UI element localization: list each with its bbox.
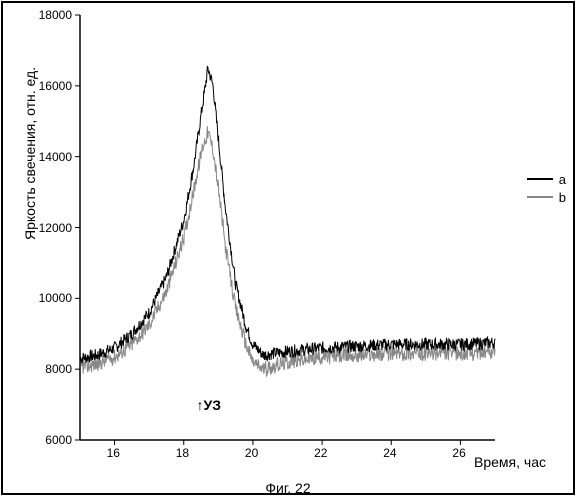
legend-label-a: a xyxy=(559,172,566,187)
legend-item-b: b xyxy=(527,188,566,206)
legend-swatch-a xyxy=(527,178,553,180)
plot-svg xyxy=(0,0,576,500)
annotation-arrow: ↑ xyxy=(197,397,204,413)
xtick-label: 24 xyxy=(383,446,396,460)
ytick-label: 16000 xyxy=(39,79,72,93)
annotation-uz: ↑УЗ xyxy=(197,397,221,413)
xtick-label: 16 xyxy=(107,446,120,460)
ytick-label: 18000 xyxy=(39,8,72,22)
figure: Яркость свечения, отн. ед. Время, час Фи… xyxy=(0,0,576,500)
ytick-label: 10000 xyxy=(39,291,72,305)
ytick-label: 14000 xyxy=(39,150,72,164)
legend-item-a: a xyxy=(527,170,566,188)
annotation-label: УЗ xyxy=(204,397,221,413)
xtick-label: 26 xyxy=(452,446,465,460)
figure-caption: Фиг. 22 xyxy=(265,480,310,496)
y-axis-label: Яркость свечения, отн. ед. xyxy=(22,67,38,240)
ytick-label: 8000 xyxy=(45,362,72,376)
x-axis-label: Время, час xyxy=(474,454,546,470)
legend-label-b: b xyxy=(559,190,566,205)
legend-swatch-b xyxy=(527,196,553,198)
ytick-label: 6000 xyxy=(45,433,72,447)
xtick-label: 22 xyxy=(314,446,327,460)
xtick-label: 18 xyxy=(176,446,189,460)
xtick-label: 20 xyxy=(245,446,258,460)
ytick-label: 12000 xyxy=(39,221,72,235)
legend: a b xyxy=(527,170,566,206)
